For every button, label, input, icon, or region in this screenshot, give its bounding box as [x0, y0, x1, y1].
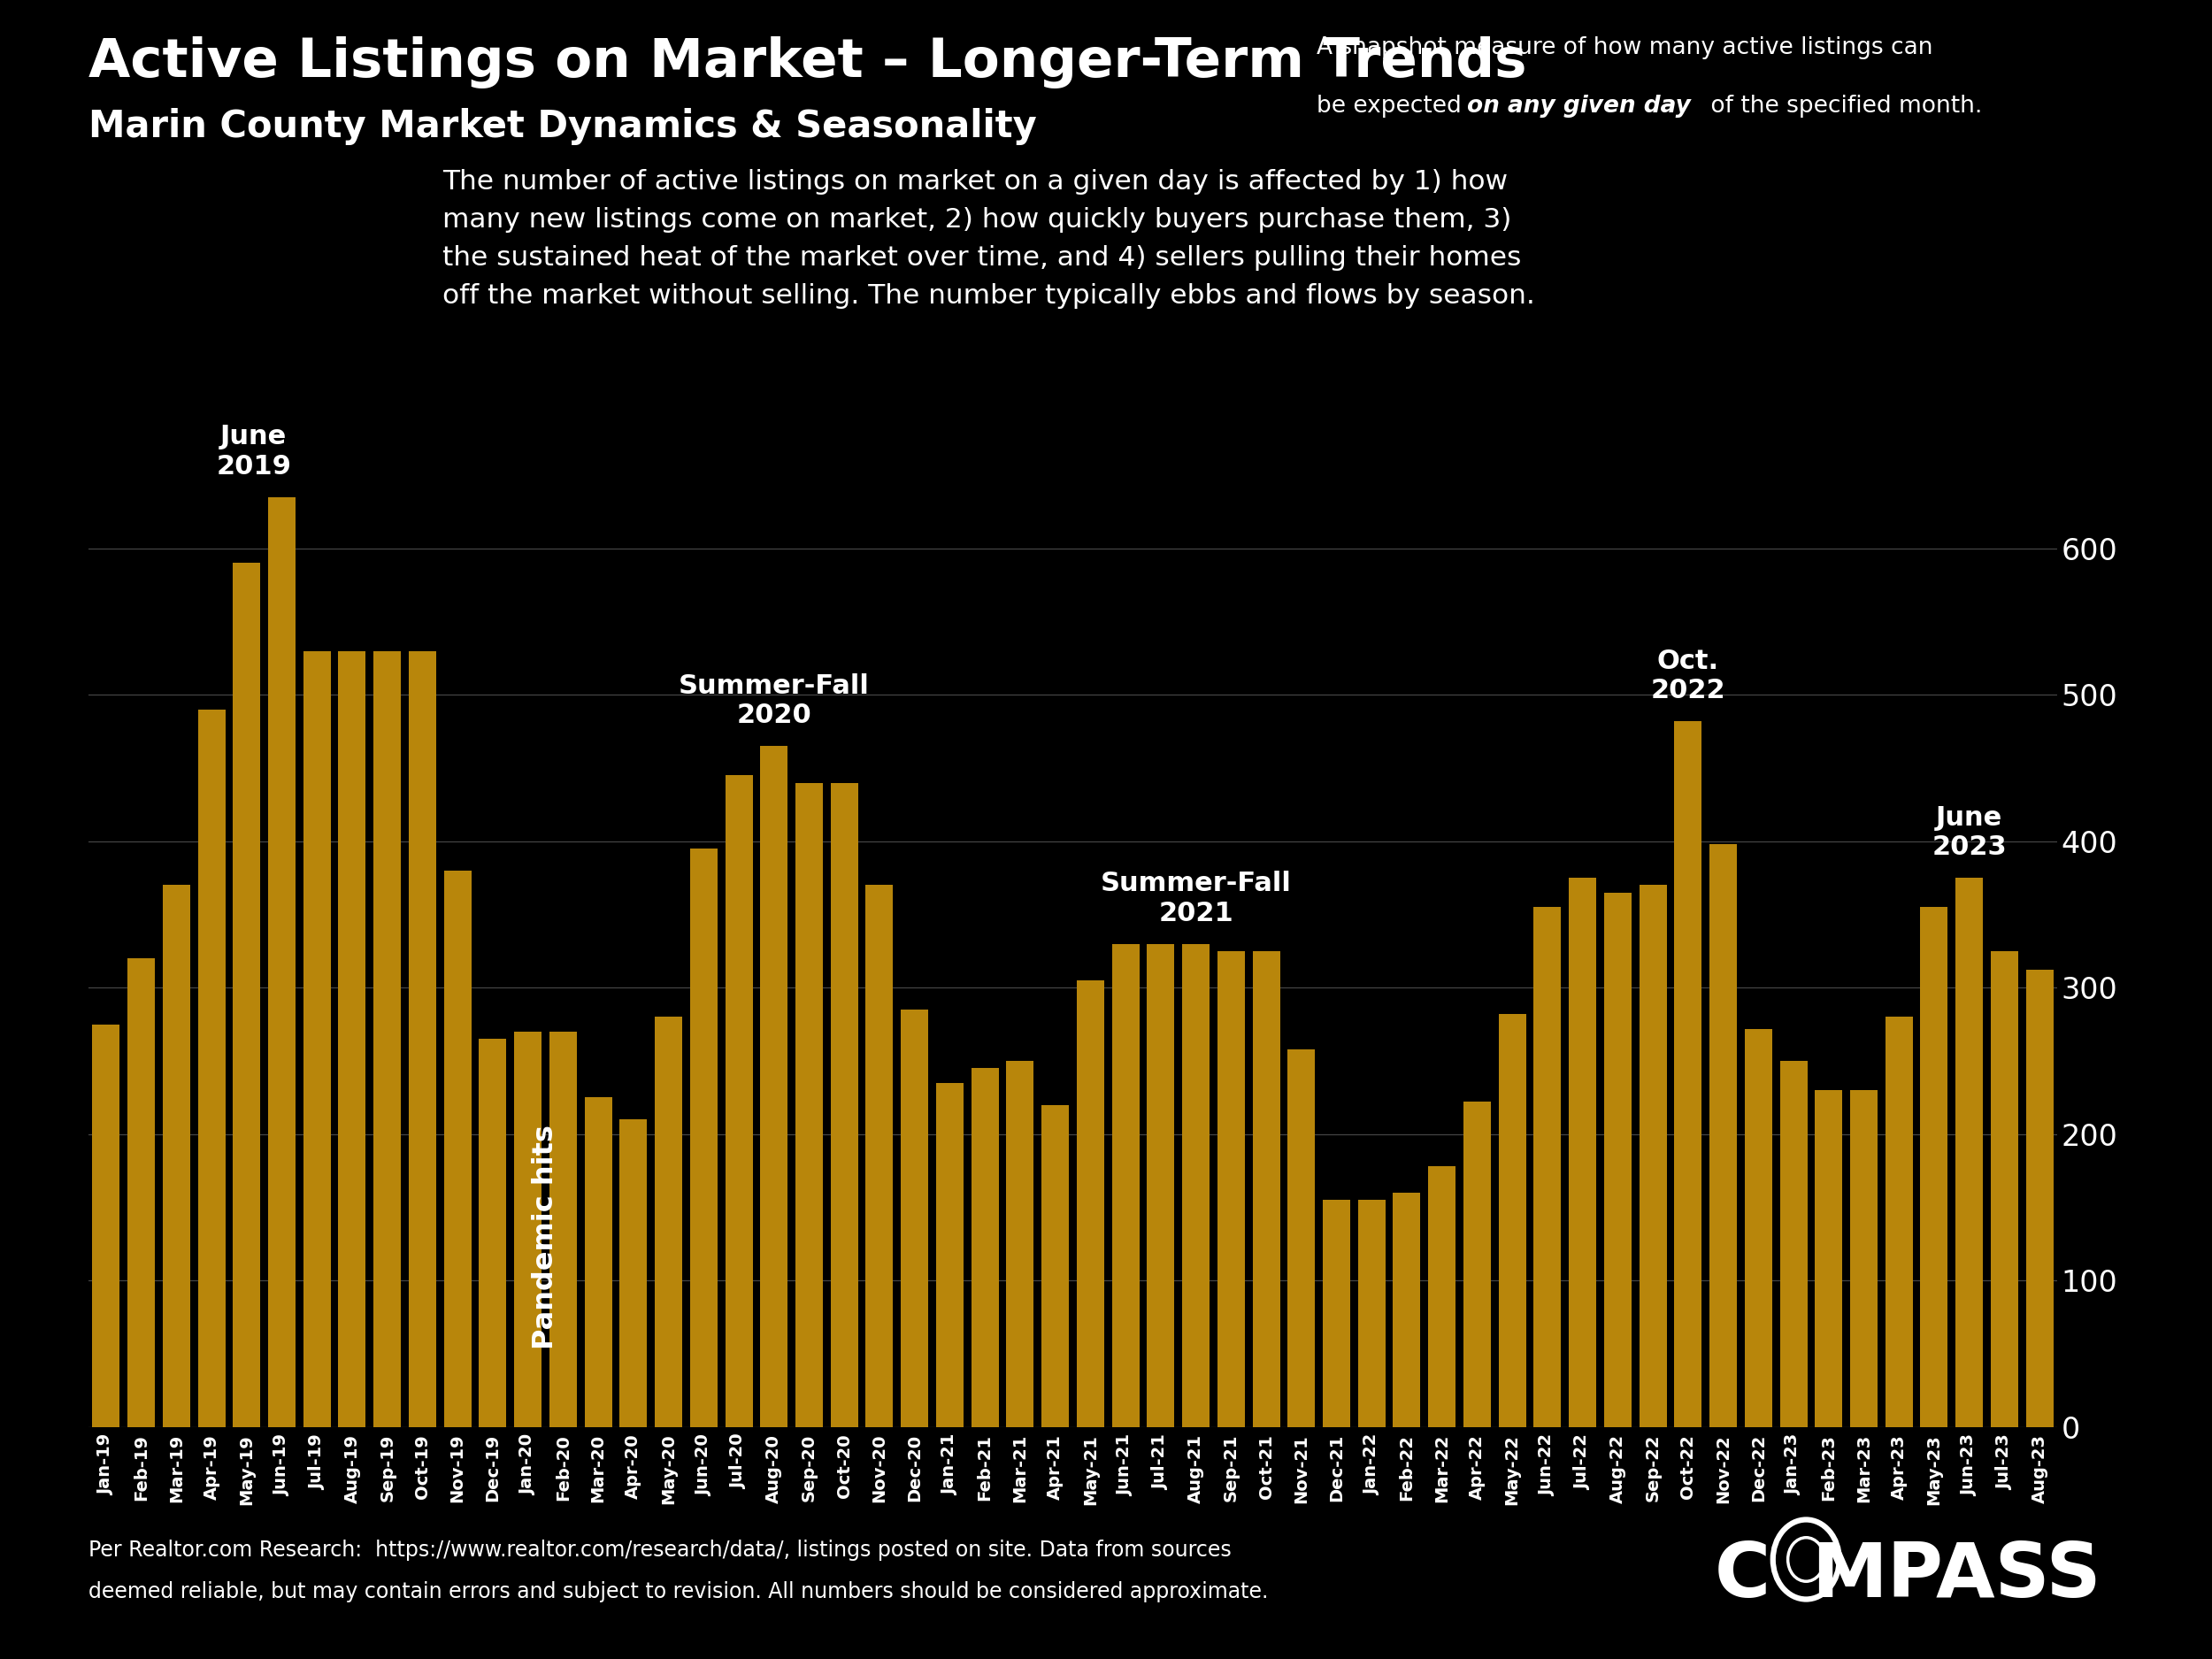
Bar	[445, 871, 471, 1427]
Text: C: C	[1714, 1540, 1770, 1613]
Bar	[830, 783, 858, 1427]
Bar	[513, 1032, 542, 1427]
Bar	[1217, 951, 1245, 1427]
Bar	[1323, 1199, 1349, 1427]
Bar	[268, 498, 296, 1427]
Bar	[619, 1120, 648, 1427]
Bar	[584, 1097, 613, 1427]
Bar	[1148, 944, 1175, 1427]
Bar	[690, 848, 717, 1427]
Text: A snapshot measure of how many active listings can: A snapshot measure of how many active li…	[1316, 36, 1933, 60]
Text: The number of active listings on market on a given day is affected by 1) how
man: The number of active listings on market …	[442, 169, 1535, 309]
Bar	[796, 783, 823, 1427]
Text: of the specified month.: of the specified month.	[1703, 95, 1982, 118]
Text: June
2023: June 2023	[1931, 805, 2006, 861]
Text: Summer-Fall
2021: Summer-Fall 2021	[1099, 871, 1292, 926]
Bar	[900, 1010, 929, 1427]
Bar	[1181, 944, 1210, 1427]
Text: deemed reliable, but may contain errors and subject to revision. All numbers sho: deemed reliable, but may contain errors …	[88, 1581, 1267, 1603]
Text: on any given day: on any given day	[1467, 95, 1690, 118]
Bar	[1042, 1105, 1068, 1427]
Text: June
2019: June 2019	[217, 425, 292, 479]
Bar	[93, 1024, 119, 1427]
Bar	[1674, 722, 1701, 1427]
Bar	[1920, 907, 1949, 1427]
Text: Oct.
2022: Oct. 2022	[1650, 649, 1725, 703]
Bar	[1394, 1193, 1420, 1427]
Bar	[1849, 1090, 1878, 1427]
Bar	[1498, 1014, 1526, 1427]
Text: Per Realtor.com Research:  https://www.realtor.com/research/data/, listings post: Per Realtor.com Research: https://www.re…	[88, 1540, 1232, 1561]
Bar	[865, 886, 894, 1427]
Bar	[1710, 844, 1736, 1427]
Bar	[1429, 1166, 1455, 1427]
Bar	[409, 650, 436, 1427]
Bar	[1006, 1060, 1033, 1427]
Bar	[374, 650, 400, 1427]
Text: be expected: be expected	[1316, 95, 1469, 118]
Bar	[1814, 1090, 1843, 1427]
Text: Pandemic hits: Pandemic hits	[531, 1125, 560, 1349]
Text: MPASS: MPASS	[1812, 1540, 2101, 1613]
Bar	[971, 1068, 998, 1427]
Bar	[1885, 1017, 1913, 1427]
Bar	[761, 747, 787, 1427]
Bar	[128, 959, 155, 1427]
Bar	[2026, 971, 2053, 1427]
Text: Active Listings on Market – Longer-Term Trends: Active Listings on Market – Longer-Term …	[88, 36, 1526, 88]
Bar	[1781, 1060, 1807, 1427]
Bar	[164, 886, 190, 1427]
Bar	[1568, 878, 1597, 1427]
Bar	[1077, 980, 1104, 1427]
Bar	[1358, 1199, 1385, 1427]
Bar	[1745, 1029, 1772, 1427]
Bar	[726, 775, 752, 1427]
Text: Marin County Market Dynamics & Seasonality: Marin County Market Dynamics & Seasonali…	[88, 108, 1037, 144]
Bar	[549, 1032, 577, 1427]
Bar	[1113, 944, 1139, 1427]
Bar	[1464, 1102, 1491, 1427]
Bar	[480, 1039, 507, 1427]
Bar	[1287, 1048, 1316, 1427]
Bar	[232, 562, 261, 1427]
Bar	[1639, 886, 1666, 1427]
Bar	[1991, 951, 2017, 1427]
Bar	[1604, 893, 1632, 1427]
Bar	[1252, 951, 1281, 1427]
Text: Summer-Fall
2020: Summer-Fall 2020	[679, 674, 869, 728]
Bar	[655, 1017, 681, 1427]
Bar	[936, 1083, 964, 1427]
Bar	[1955, 878, 1982, 1427]
Bar	[1533, 907, 1562, 1427]
Bar	[303, 650, 332, 1427]
Bar	[197, 710, 226, 1427]
Bar	[338, 650, 365, 1427]
